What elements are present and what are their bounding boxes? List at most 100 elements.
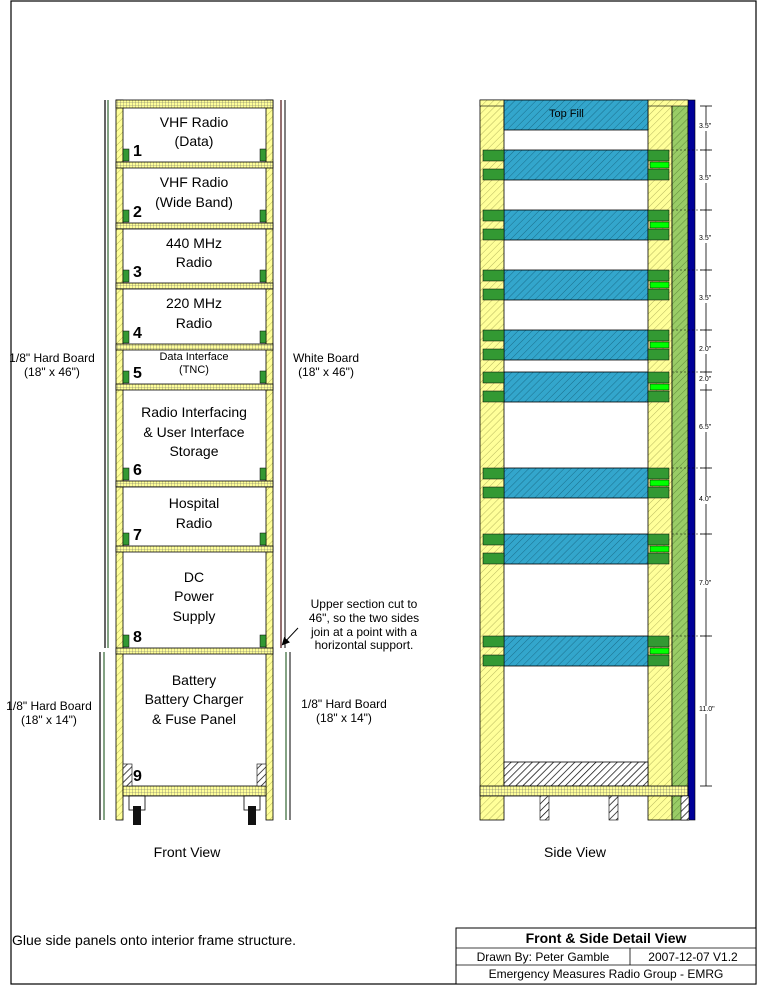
side-rail-highlight	[649, 545, 670, 553]
side-rail-block	[482, 149, 505, 162]
side-rail-block	[482, 348, 505, 361]
side-rail-block	[647, 228, 670, 241]
front-edge-strip	[687, 99, 696, 821]
left-caster	[128, 795, 146, 825]
front-slot-left	[122, 532, 130, 546]
title-block-version: 2007-12-07 V1.2	[648, 950, 738, 964]
side-view-label: Side View	[543, 844, 607, 860]
side-shelf-tray	[503, 467, 649, 499]
front-slot-left	[122, 269, 130, 283]
front-top-cap	[115, 99, 274, 109]
bay-number: 5	[133, 365, 142, 382]
front-slot-right	[259, 148, 267, 162]
title-block-organization: Emergency Measures Radio Group - EMRG	[488, 967, 724, 981]
front-view-label: Front View	[153, 844, 221, 860]
side-base-rail	[479, 785, 689, 797]
side-left-upright	[479, 99, 505, 821]
front-slot-right	[259, 467, 267, 481]
side-foot-edge	[680, 795, 690, 821]
bay-number: 8	[133, 629, 142, 646]
side-rail-block	[482, 467, 505, 480]
side-rail-block	[647, 149, 670, 162]
dimension-label: 11.0"	[699, 706, 715, 715]
dimension-label: 4.0"	[699, 496, 712, 505]
title-block-drawn-by: Drawn By: Peter Gamble	[476, 950, 610, 964]
side-rail-highlight	[649, 341, 670, 349]
side-rail-block	[482, 168, 505, 181]
front-left-upright	[115, 99, 124, 821]
front-slot-left	[122, 209, 130, 223]
right-lower-panel-label: 1/8" Hard Board (18" x 14")	[301, 697, 387, 725]
side-rail-block	[647, 654, 670, 667]
side-rail-block	[482, 228, 505, 241]
bay-number: 7	[133, 527, 142, 544]
left-lower-panel-label: 1/8" Hard Board (18" x 14")	[6, 699, 92, 727]
side-rail-highlight	[649, 221, 670, 229]
side-shelf-tray	[503, 533, 649, 565]
side-rail-highlight	[649, 281, 670, 289]
side-rail-highlight	[649, 161, 670, 169]
front-base	[122, 785, 267, 797]
front-slot-right	[259, 209, 267, 223]
side-rail-block	[647, 209, 670, 222]
front-slot-right	[259, 269, 267, 283]
front-slot-right	[259, 330, 267, 344]
side-rail-block	[647, 635, 670, 648]
front-right-upright	[265, 99, 274, 821]
front-shelf-rail	[115, 480, 274, 488]
side-panel-strip	[671, 99, 689, 821]
dimension-label: 3.5"	[699, 175, 712, 184]
front-view	[99, 99, 299, 825]
side-rail-block	[482, 552, 505, 565]
battery-bay-left-block	[122, 763, 133, 787]
top-fill-block	[503, 99, 649, 131]
front-slot-left	[122, 467, 130, 481]
front-shelf-rail	[115, 282, 274, 290]
bay-number: 3	[133, 264, 142, 281]
bay-title: Radio Interfacing & User Interface Stora…	[141, 404, 247, 460]
sheet-border	[10, 0, 757, 985]
dimension-label: 3.5"	[699, 123, 712, 132]
side-rail-block	[647, 348, 670, 361]
side-rail-block	[647, 552, 670, 565]
side-view	[479, 99, 712, 821]
dimension-label: 2.0"	[699, 346, 712, 355]
front-slot-left	[122, 148, 130, 162]
side-shelf-tray	[503, 269, 649, 301]
front-shelf-rail	[115, 161, 274, 169]
front-shelf-rail	[115, 383, 274, 391]
side-rail-block	[647, 288, 670, 301]
side-rail-block	[482, 486, 505, 499]
front-slot-right	[259, 370, 267, 384]
bay-number: 2	[133, 204, 142, 221]
side-shelf-tray	[503, 329, 649, 361]
side-shelf-tray	[503, 209, 649, 241]
bay-number: 4	[133, 325, 142, 342]
dimension-label: 3.5"	[699, 295, 712, 304]
bay-title: VHF Radio (Wide Band)	[155, 174, 233, 210]
side-rail-highlight	[649, 383, 670, 391]
side-rail-block	[647, 371, 670, 384]
side-rail-block	[482, 209, 505, 222]
side-rail-block	[482, 533, 505, 546]
title-block-title: Front & Side Detail View	[525, 930, 687, 946]
bay-number: 9	[133, 768, 142, 785]
front-slot-right	[259, 634, 267, 648]
front-shelf-rail	[115, 647, 274, 655]
side-foot-left	[539, 795, 550, 821]
cut-note: Upper section cut to 46", so the two sid…	[308, 597, 420, 653]
dimension-label: 2.0"	[699, 376, 712, 385]
front-slot-left	[122, 330, 130, 344]
cut-note-arrow	[281, 627, 299, 646]
front-shelf-rail	[115, 343, 274, 351]
side-shelf-tray	[503, 371, 649, 403]
front-slot-left	[122, 370, 130, 384]
right-upper-panel-label: White Board (18" x 46")	[292, 351, 360, 379]
glue-footnote: Glue side panels onto interior frame str…	[12, 932, 297, 948]
side-rail-block	[647, 533, 670, 546]
side-rail-block	[647, 467, 670, 480]
side-rail-highlight	[649, 479, 670, 487]
side-shelf-tray	[503, 149, 649, 181]
dimension-label: 6.5"	[699, 424, 712, 433]
